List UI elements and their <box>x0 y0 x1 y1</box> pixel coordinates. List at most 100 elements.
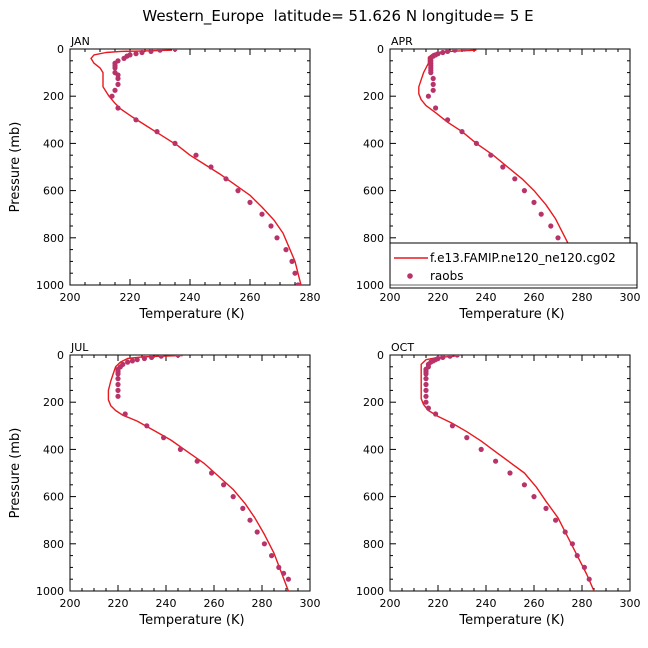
panel-jan: 200 220 240 260 280 0 200 400 600 800 1000 JAN Tempe… <box>8 35 321 322</box>
raobs-point <box>548 223 554 229</box>
raobs-point <box>172 140 178 146</box>
raobs-point <box>452 49 458 53</box>
raobs-point <box>447 355 453 359</box>
raobs-point <box>240 505 246 511</box>
raobs-point <box>274 235 280 241</box>
raobs-point <box>139 49 145 56</box>
raobs-point <box>121 55 127 62</box>
raobs-point <box>423 393 429 399</box>
raobs-point <box>430 75 436 82</box>
raobs-point <box>433 411 439 417</box>
raobs-point <box>221 482 227 488</box>
plot-frame <box>69 48 311 286</box>
x-tick-label: 200 <box>380 597 401 610</box>
x-tick-label: 280 <box>300 291 321 304</box>
y-tick-label: 400 <box>43 137 64 150</box>
x-tick-label: 220 <box>120 291 141 304</box>
plot-data <box>107 355 291 591</box>
legend-frame-inner <box>389 284 638 289</box>
model-profile-line <box>90 49 302 285</box>
raobs-point <box>208 164 214 170</box>
raobs-point <box>569 541 576 547</box>
raobs-point <box>423 387 429 393</box>
raobs-point <box>461 49 467 52</box>
x-tick-label: 300 <box>620 291 641 304</box>
raobs-point <box>500 164 506 170</box>
raobs-point <box>157 49 163 53</box>
raobs-point <box>521 188 528 194</box>
raobs-point <box>581 564 588 571</box>
raobs-point <box>134 357 140 363</box>
panel-oct: 200 220 240 260 280 300 0 200 400 600 800 1000 OCT Te… <box>356 341 641 628</box>
raobs-point <box>148 49 154 54</box>
raobs-point <box>449 423 455 429</box>
x-axis-label: Temperature (K) <box>458 307 564 322</box>
raobs-point <box>445 49 451 54</box>
x-tick-label: 200 <box>60 597 81 610</box>
raobs-point <box>259 211 265 217</box>
raobs-point <box>423 371 429 377</box>
raobs-point <box>512 176 518 182</box>
panel-label: JAN <box>70 35 90 48</box>
raobs-point <box>430 87 436 93</box>
x-axis-label: Temperature (K) <box>458 613 564 628</box>
raobs-point <box>459 129 465 135</box>
raobs-point <box>586 576 592 582</box>
raobs-point <box>562 529 568 535</box>
raobs-point <box>161 435 167 441</box>
y-tick-label: 800 <box>43 232 64 245</box>
raobs-point <box>254 529 260 535</box>
raobs-point <box>531 494 537 500</box>
y-tick-label: 1000 <box>36 279 64 292</box>
raobs-point <box>269 553 275 559</box>
raobs-point <box>115 105 121 111</box>
raobs-point <box>109 93 115 99</box>
y-tick-label: 600 <box>363 185 384 198</box>
raobs-point <box>115 371 121 377</box>
raobs-point <box>133 51 139 57</box>
raobs-point <box>428 70 434 76</box>
x-tick-label: 200 <box>60 291 81 304</box>
raobs-point <box>177 446 183 452</box>
y-tick-label: 0 <box>377 43 384 56</box>
raobs-point <box>149 355 155 360</box>
raobs-point <box>423 381 429 388</box>
y-tick-label: 200 <box>43 90 64 103</box>
y-tick-label: 600 <box>363 491 384 504</box>
raobs-point <box>425 405 431 411</box>
raobs-point <box>115 376 121 382</box>
raobs-point <box>553 517 559 523</box>
y-tick-label: 400 <box>43 443 64 456</box>
raobs-point <box>154 129 160 135</box>
y-tick-label: 1000 <box>36 585 64 598</box>
raobs-point <box>129 358 135 364</box>
raobs-point <box>440 355 446 360</box>
raobs-point <box>158 355 164 359</box>
y-tick-label: 800 <box>43 538 64 551</box>
panel-label: JUL <box>70 341 89 354</box>
x-tick-label: 300 <box>300 597 321 610</box>
x-tick-label: 280 <box>252 597 273 610</box>
raobs-point <box>125 359 131 365</box>
raobs-point <box>488 152 494 158</box>
raobs-point <box>538 211 544 217</box>
raobs-point <box>289 258 295 264</box>
x-tick-label: 260 <box>204 597 225 610</box>
raobs-point <box>209 470 215 476</box>
raobs-point <box>440 49 446 56</box>
raobs-point <box>223 176 229 182</box>
raobs-point <box>115 75 121 82</box>
x-tick-label: 260 <box>240 291 261 304</box>
raobs-point <box>464 435 470 441</box>
raobs-point <box>115 393 121 399</box>
raobs-point <box>115 81 121 87</box>
y-tick-label: 200 <box>43 396 64 409</box>
raobs-point <box>433 105 439 111</box>
x-tick-label: 300 <box>620 597 641 610</box>
y-tick-label: 1000 <box>356 585 384 598</box>
raobs-point <box>122 411 128 417</box>
raobs-point <box>423 399 429 405</box>
raobs-point <box>172 49 178 52</box>
raobs-point <box>425 93 431 99</box>
x-tick-label: 200 <box>380 291 401 304</box>
